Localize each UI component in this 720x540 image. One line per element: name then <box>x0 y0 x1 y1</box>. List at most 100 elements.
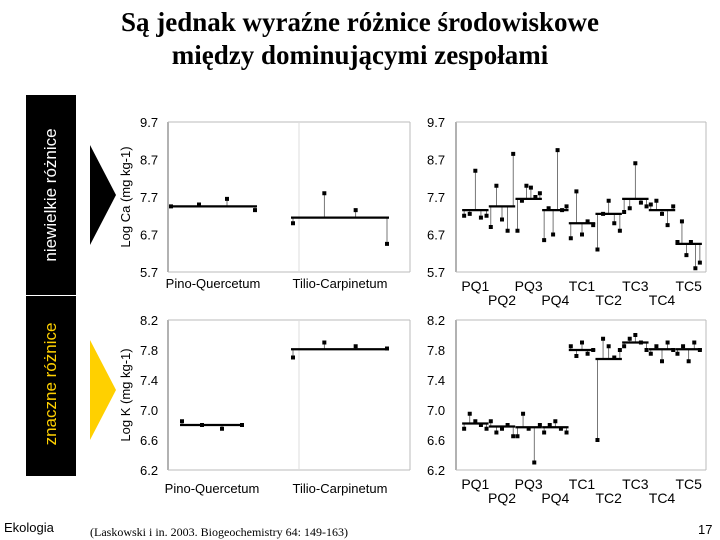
footer-citation: (Laskowski i in. 2003. Biogeochemistry 6… <box>90 525 348 539</box>
data-point <box>585 219 590 224</box>
data-point <box>675 351 680 356</box>
data-point <box>526 426 531 431</box>
data-point <box>671 204 676 209</box>
x-tick-label: TC1 <box>569 278 596 294</box>
data-point <box>533 195 538 199</box>
data-point <box>693 266 698 271</box>
data-point <box>505 423 510 427</box>
y-tick-label: 6.6 <box>140 433 158 448</box>
data-point <box>595 247 600 252</box>
x-tick-label: Tilio-Carpinetum <box>293 276 388 291</box>
data-point <box>488 419 493 424</box>
y-tick-label: 6.7 <box>427 228 445 243</box>
data-point <box>622 210 627 214</box>
y-tick-label: 8.2 <box>140 313 158 328</box>
data-point <box>322 191 327 196</box>
x-tick-label: PQ1 <box>461 476 489 492</box>
data-point <box>462 213 467 218</box>
data-point <box>568 236 573 241</box>
data-point <box>644 348 649 352</box>
y-axis-label: Log K (mg kg-1) <box>118 348 133 441</box>
y-tick-label: 7.7 <box>140 190 158 205</box>
data-point <box>515 228 520 233</box>
data-point <box>612 355 617 360</box>
data-point <box>601 336 606 341</box>
data-point <box>688 240 693 244</box>
data-point <box>547 423 552 427</box>
data-point <box>633 161 638 166</box>
x-tick-label: TC3 <box>622 278 649 294</box>
x-tick-label: TC2 <box>595 292 622 308</box>
y-tick-label: 6.2 <box>427 463 445 478</box>
data-point <box>551 232 556 237</box>
data-point <box>622 344 627 349</box>
data-point <box>681 344 686 349</box>
x-tick-label: TC4 <box>649 490 676 506</box>
data-point <box>511 151 516 156</box>
data-point <box>633 333 638 337</box>
data-point <box>638 200 643 205</box>
data-point <box>253 208 257 213</box>
y-tick-label: 7.4 <box>140 373 158 388</box>
arrow-top-icon <box>90 145 116 245</box>
data-point <box>521 411 526 416</box>
data-point <box>500 217 504 222</box>
x-tick-label: TC4 <box>649 292 676 308</box>
side-band-bottom <box>26 296 76 476</box>
y-axis-label: Log Ca (mg kg-1) <box>118 146 133 247</box>
data-point <box>654 198 659 203</box>
y-tick-label: 7.8 <box>427 343 445 358</box>
data-point <box>692 340 697 345</box>
data-point <box>473 168 478 173</box>
data-point <box>537 191 542 196</box>
data-point <box>660 211 664 216</box>
arrow-bottom-icon <box>90 340 116 440</box>
data-point <box>675 240 680 244</box>
y-tick-label: 8.7 <box>140 153 158 168</box>
data-point <box>679 219 684 224</box>
data-point <box>532 460 537 465</box>
footer-page: 17 <box>698 522 713 537</box>
data-point <box>542 430 547 435</box>
data-point <box>524 183 529 188</box>
data-point <box>462 426 467 431</box>
data-point <box>617 348 622 352</box>
data-point <box>606 344 611 349</box>
y-tick-label: 7.7 <box>427 190 445 205</box>
y-tick-label: 5.7 <box>140 265 158 280</box>
data-point <box>542 238 547 243</box>
data-point <box>617 228 622 233</box>
y-tick-label: 8.2 <box>427 313 445 328</box>
data-point <box>648 202 653 207</box>
data-point <box>660 359 664 364</box>
data-point <box>665 223 670 228</box>
data-point <box>684 253 689 258</box>
data-point <box>484 213 489 218</box>
y-tick-label: 9.7 <box>140 115 158 130</box>
y-tick-label: 7.4 <box>427 373 445 388</box>
data-point <box>627 336 632 341</box>
x-tick-label: PQ2 <box>488 490 516 506</box>
data-point <box>197 202 201 207</box>
title-line-1: Są jednak wyraźne różnice środowiskowe <box>121 7 599 37</box>
x-tick-label: TC1 <box>569 476 596 492</box>
x-tick-label: PQ3 <box>515 476 543 492</box>
data-point <box>580 340 584 345</box>
data-point <box>606 198 611 203</box>
data-point <box>519 198 524 203</box>
data-point <box>644 204 649 209</box>
data-point <box>568 344 573 349</box>
y-tick-label: 5.7 <box>427 265 445 280</box>
x-tick-label: PQ3 <box>515 278 543 294</box>
y-tick-label: 7.0 <box>140 403 158 418</box>
data-point <box>353 344 358 349</box>
data-point <box>494 183 499 188</box>
data-point <box>585 351 590 356</box>
data-point <box>291 355 295 360</box>
data-point <box>574 354 579 358</box>
data-point <box>225 196 229 201</box>
x-tick-label: PQ2 <box>488 292 516 308</box>
x-tick-label: PQ4 <box>541 292 569 308</box>
y-tick-label: 6.2 <box>140 463 158 478</box>
